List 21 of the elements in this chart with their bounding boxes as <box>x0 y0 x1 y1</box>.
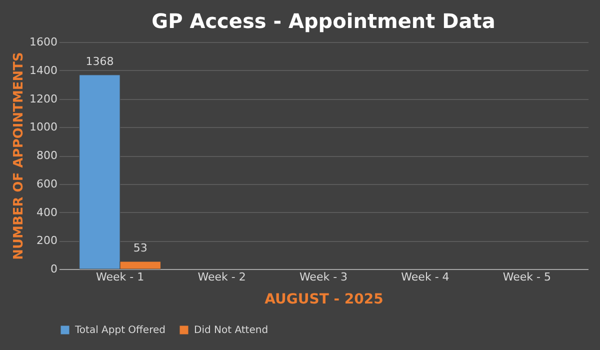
y-axis-title: NUMBER OF APPOINTMENTS <box>12 52 27 260</box>
y-tick-label: 0 <box>50 262 58 276</box>
data-label: 1368 <box>86 54 114 68</box>
y-tick-label: 1400 <box>30 64 58 77</box>
chart-title: GP Access - Appointment Data <box>152 9 496 33</box>
x-tick-label: Week - 5 <box>502 270 552 284</box>
y-tick-label: 600 <box>36 177 58 190</box>
y-tick-label: 1600 <box>30 36 58 48</box>
y-tick-label: 800 <box>36 149 58 162</box>
y-tick-label: 200 <box>36 234 58 248</box>
x-tick-label: Week - 2 <box>198 270 246 284</box>
x-tick-label: Week - 4 <box>401 270 450 284</box>
legend-label: Did Not Attend <box>194 325 268 336</box>
y-tick-label: 1200 <box>30 92 58 106</box>
legend-label: Total Appt Offered <box>74 325 166 336</box>
y-tick-label: 1000 <box>30 120 58 134</box>
x-tick-label: Week - 1 <box>96 270 144 284</box>
y-tick-label: 400 <box>36 206 58 219</box>
x-tick-label: Week - 3 <box>299 270 348 284</box>
data-label: 53 <box>133 241 148 254</box>
x-axis-title: AUGUST - 2025 <box>264 292 384 308</box>
